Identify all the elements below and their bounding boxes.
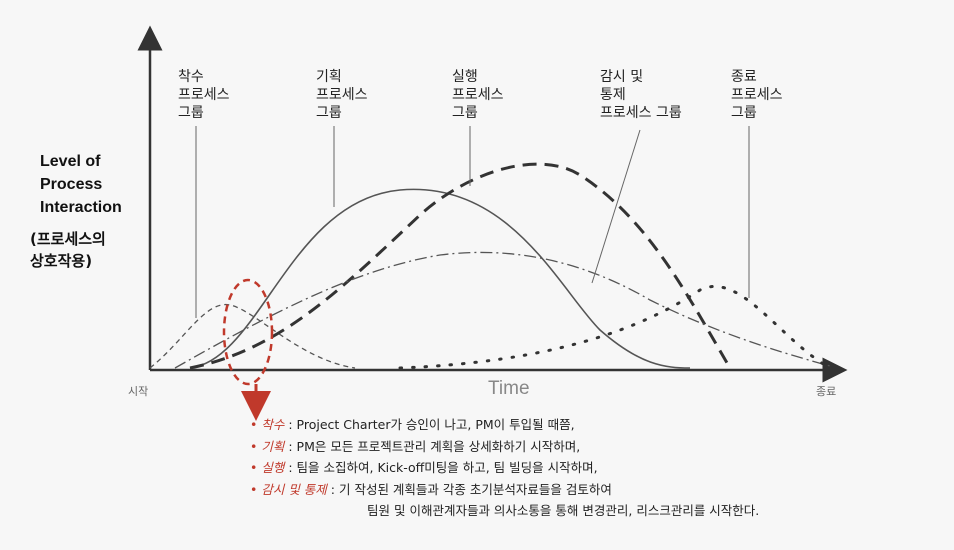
note-term: 감시 및 통제 [261, 481, 327, 497]
note-text: : 팀을 소집하여, Kick-off미팅을 하고, 팀 빌딩을 시작하며, [284, 460, 598, 475]
notes-list: • 착수 : Project Charter가 승인이 나고, PM이 투입될 … [250, 414, 759, 522]
highlight-ellipse [222, 278, 274, 386]
monitoring-curve [174, 251, 831, 369]
note-item: • 감시 및 통제 : 기 작성된 계획들과 각종 초기분석자료들을 검토하여 [250, 481, 612, 497]
y-axis-title: Level of Process Interaction [40, 153, 122, 216]
note-text: : 기 작성된 계획들과 각종 초기분석자료들을 검토하여 [326, 481, 612, 497]
note-continuation: 팀원 및 이해관계자들과 의사소통을 통해 변경관리, 리스크관리를 시작한다. [367, 503, 760, 518]
note-item: • 착수 : Project Charter가 승인이 나고, PM이 투입될 … [250, 417, 575, 432]
planning-group-label: 기획 프로세스 그룹 [316, 69, 368, 121]
note-text: : PM은 모든 프로젝트관리 계획을 상세화하기 시작하며, [284, 438, 581, 454]
note-term: 실행 [261, 460, 285, 475]
note-item: • 실행 : 팀을 소집하여, Kick-off미팅을 하고, 팀 빌딩을 시작… [250, 460, 598, 475]
planning-curve [189, 188, 691, 369]
note-term: 착수 [261, 417, 285, 432]
x-axis-end-label: 종료 [816, 385, 837, 398]
x-axis-start-label: 시작 [128, 385, 149, 398]
monitoring-leader [591, 129, 641, 284]
initiating-group-label: 착수 프로세스 그룹 [178, 69, 230, 121]
monitoring-group-label: 감시 및 통제 프로세스 그룹 [600, 69, 682, 121]
note-item: • 기획 : PM은 모든 프로젝트관리 계획을 상세화하기 시작하며, [250, 438, 581, 454]
note-text: : Project Charter가 승인이 나고, PM이 투입될 때쯤, [284, 417, 575, 432]
initiating-curve [149, 304, 356, 369]
closing-curve [398, 285, 832, 370]
y-axis-subtitle: (프로세스의 상호작용) [30, 230, 106, 270]
closing-group-label: 종료 프로세스 그룹 [731, 69, 783, 121]
x-axis-title: Time [488, 378, 530, 399]
note-term: 기획 [261, 438, 285, 454]
executing-group-label: 실행 프로세스 그룹 [452, 69, 504, 121]
executing-curve [189, 162, 732, 370]
